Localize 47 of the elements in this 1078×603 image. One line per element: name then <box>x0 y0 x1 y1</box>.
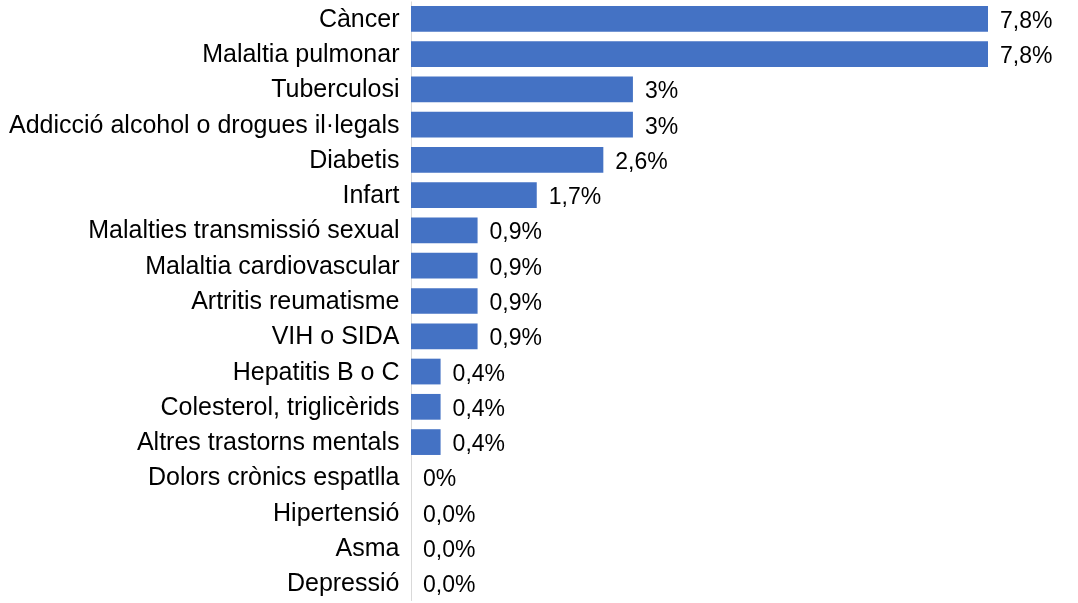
y-tick-label: Dolors crònics espatlla <box>148 462 400 491</box>
data-label: 0,0% <box>423 571 476 598</box>
data-label: 0,9% <box>489 253 543 280</box>
y-tick-label: VIH o SIDA <box>271 321 400 350</box>
data-label: 3% <box>644 112 679 139</box>
y-tick-label: Colesterol, triglicèrids <box>160 391 400 420</box>
y-tick-label: Addicció alcohol o drogues il·legals <box>8 109 400 138</box>
data-label: 1,7% <box>548 183 602 210</box>
bar <box>411 393 441 420</box>
y-tick-label: Malalties transmissió sexual <box>88 215 400 244</box>
y-tick-label: Malaltia pulmonar <box>202 39 400 68</box>
bar <box>411 41 988 67</box>
data-label: 0,4% <box>452 359 506 386</box>
data-label: 0,9% <box>489 289 543 315</box>
data-label: 0,0% <box>423 500 476 527</box>
bar <box>411 429 441 455</box>
bar <box>411 252 478 279</box>
y-tick-label: Hipertensió <box>273 497 400 526</box>
bar <box>411 323 478 350</box>
data-label: 0,9% <box>489 218 543 245</box>
y-tick-label: Asma <box>335 532 400 561</box>
y-tick-label: Artritis reumatisme <box>191 286 400 314</box>
bar <box>411 5 988 32</box>
bar <box>411 182 537 209</box>
y-tick-label: Infart <box>342 180 400 209</box>
data-label: 0,0% <box>423 535 476 562</box>
y-tick-label: Tuberculosi <box>271 74 400 103</box>
y-tick-label: Càncer <box>318 3 400 32</box>
data-label: 0,4% <box>452 394 506 421</box>
bar <box>411 288 478 314</box>
bar <box>411 147 604 173</box>
bar <box>411 76 633 103</box>
bar <box>411 111 633 138</box>
data-label: 0,9% <box>489 324 543 351</box>
y-tick-label: Malaltia cardiovascular <box>145 250 400 279</box>
y-tick-label: Diabetis <box>309 144 400 173</box>
bar <box>411 217 478 244</box>
y-tick-label: Altres trastorns mentals <box>136 427 400 456</box>
data-label: 0% <box>423 465 457 492</box>
data-label: 2,6% <box>615 147 668 174</box>
data-label: 3% <box>644 77 679 104</box>
data-label: 7,8% <box>1000 6 1053 33</box>
y-tick-label: Depressió <box>286 568 400 597</box>
bar <box>411 358 441 385</box>
data-label: 0,4% <box>452 430 506 457</box>
data-label: 7,8% <box>1000 42 1053 69</box>
y-tick-label: Hepatitis B o C <box>232 356 400 385</box>
